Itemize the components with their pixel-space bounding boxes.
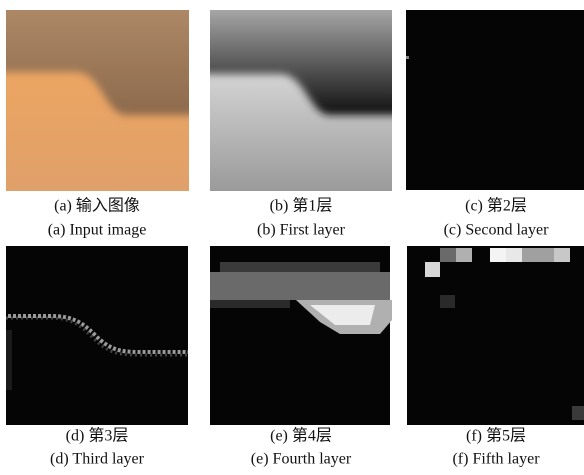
caption-cn: (b) 第1层 <box>270 197 333 215</box>
fifth-layer-image <box>407 246 584 425</box>
caption-cn: (a) 输入图像 <box>54 197 140 215</box>
fourth-layer-image <box>210 246 392 425</box>
third-layer-image <box>6 246 188 425</box>
input-image <box>6 10 189 191</box>
caption-en: (a) Input image <box>48 222 147 239</box>
caption-en: (c) Second layer <box>444 222 550 239</box>
caption-cn: (c) 第2层 <box>465 197 527 215</box>
image-b <box>210 10 392 191</box>
caption-en: (e) Fourth layer <box>251 451 352 468</box>
caption-cn: (d) 第3层 <box>66 427 129 445</box>
caption-cn: (f) 第5层 <box>466 427 526 445</box>
first-layer-image <box>210 10 392 191</box>
second-layer-image <box>406 10 584 190</box>
caption-en: (b) First layer <box>257 222 346 239</box>
caption-cn: (e) 第4层 <box>270 427 332 445</box>
caption-en: (d) Third layer <box>50 451 145 468</box>
caption-en: (f) Fifth layer <box>452 451 540 468</box>
image-a <box>6 10 189 191</box>
